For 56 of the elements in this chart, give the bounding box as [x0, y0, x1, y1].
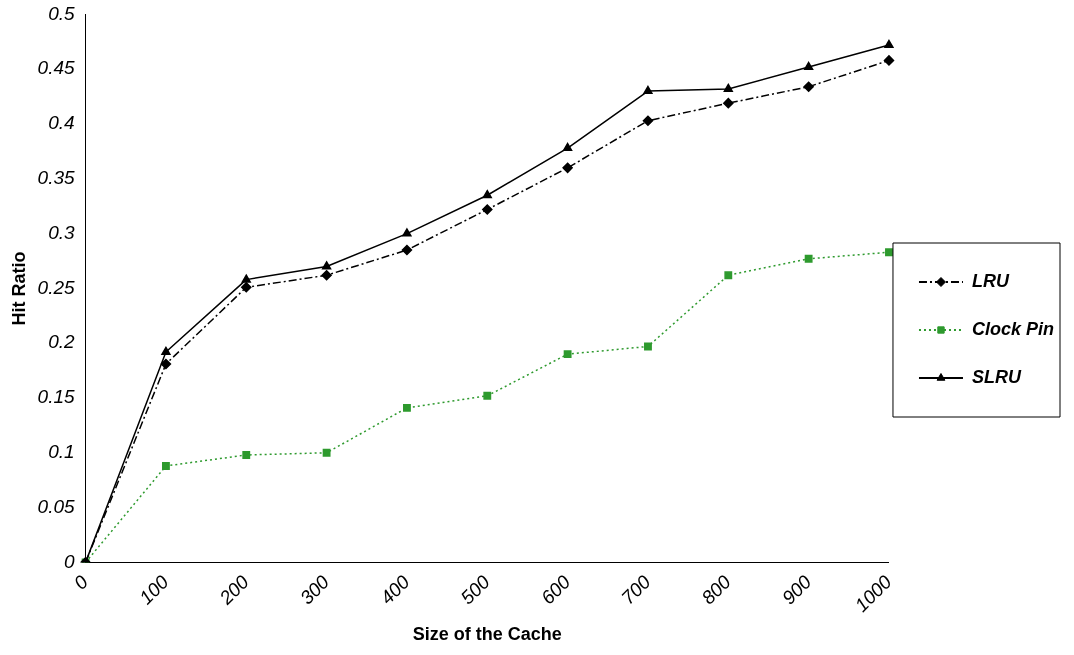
x-tick-label: 900 — [777, 570, 816, 609]
point — [483, 391, 492, 400]
point — [642, 115, 654, 126]
y-tick-label: 0 — [64, 550, 75, 572]
point — [884, 39, 894, 49]
point — [803, 61, 814, 71]
point — [241, 282, 252, 293]
point — [885, 248, 893, 257]
point — [321, 269, 332, 281]
point — [403, 403, 411, 412]
point — [724, 271, 733, 280]
y-tick-label: 0.2 — [48, 331, 75, 353]
point — [563, 350, 572, 359]
y-tick-label: 0.5 — [48, 2, 75, 24]
point — [401, 244, 413, 256]
y-axis-title: Hit Ratio — [8, 251, 29, 326]
x-tick-label: 800 — [697, 570, 736, 609]
point — [160, 358, 172, 370]
y-tick-label: 0.35 — [37, 167, 76, 189]
x-axis-title: Size of the Cache — [412, 624, 562, 645]
point — [482, 204, 493, 215]
y-tick-label: 0.15 — [37, 386, 76, 408]
legend-label: Clock Pin — [971, 318, 1055, 339]
point — [804, 254, 813, 263]
point — [723, 97, 734, 109]
point — [482, 189, 492, 199]
point — [883, 55, 895, 66]
x-tick-label: 200 — [214, 570, 254, 610]
point — [803, 81, 814, 92]
point — [241, 274, 251, 283]
point — [242, 451, 251, 459]
y-tick-label: 0.1 — [48, 441, 75, 463]
point — [161, 346, 171, 355]
x-tick-label: 0 — [69, 570, 93, 594]
x-tick-label: 100 — [135, 570, 173, 609]
y-tick-label: 0.45 — [37, 57, 76, 79]
legend-label: LRU — [971, 270, 1010, 291]
point — [723, 83, 733, 92]
y-tick-label: 0.3 — [48, 221, 75, 243]
y-tick-label: 0.05 — [37, 495, 76, 517]
point — [644, 342, 652, 351]
y-tick-label: 0.25 — [37, 276, 76, 298]
x-tick-label: 400 — [376, 570, 414, 609]
point — [562, 162, 573, 174]
x-tick-label: 500 — [456, 570, 495, 609]
point — [643, 85, 653, 95]
y-tick-label: 0.4 — [48, 112, 75, 134]
x-tick-label: 300 — [295, 570, 334, 609]
point — [321, 261, 332, 270]
point — [562, 142, 573, 152]
x-tick-label: 700 — [617, 570, 655, 609]
point — [161, 462, 170, 470]
point — [402, 228, 412, 237]
x-tick-label: 600 — [536, 570, 575, 609]
legend-label: SLRU — [971, 366, 1022, 387]
point — [322, 448, 331, 457]
